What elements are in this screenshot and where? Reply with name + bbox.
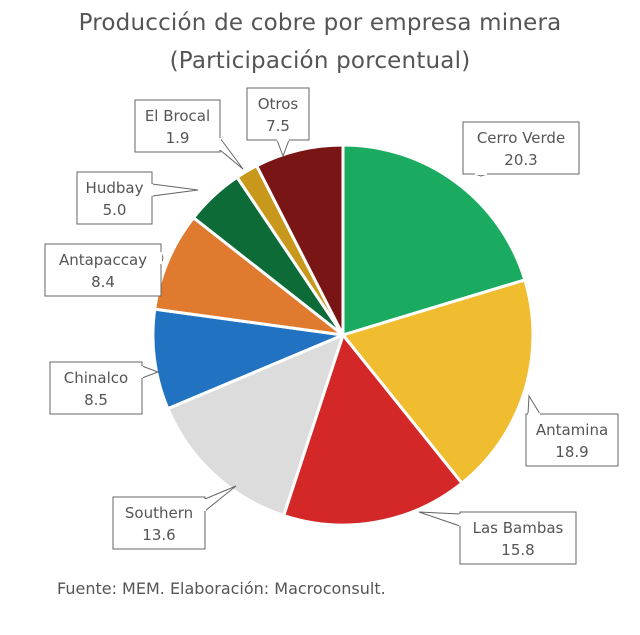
- callout-otros: Otros 7.5: [246, 87, 310, 158]
- callout-antapaccay: Antapaccay 8.4: [44, 243, 164, 297]
- pie-slice-cerro-verde: [341, 143, 527, 337]
- callout-hudbay: Hudbay 5.0: [76, 171, 199, 225]
- callout-pointer: [151, 183, 199, 197]
- slice-value-las-bambas: 15.8: [501, 541, 534, 559]
- callout-pointer: [219, 136, 244, 170]
- pie-slices: [151, 143, 535, 527]
- slice-label-hudbay: Hudbay: [86, 179, 144, 197]
- slice-value-cerro-verde: 20.3: [504, 151, 537, 169]
- pie-slice-otros: [255, 143, 345, 337]
- source-note: Fuente: MEM. Elaboración: Macroconsult.: [57, 579, 386, 598]
- slice-label-el-brocal: El Brocal: [145, 107, 210, 125]
- slice-label-antamina: Antamina: [536, 421, 608, 439]
- callout-box: [462, 121, 580, 175]
- slice-label-antapaccay: Antapaccay: [59, 251, 147, 269]
- slice-label-chinalco: Chinalco: [64, 369, 128, 387]
- slice-value-chinalco: 8.5: [84, 391, 108, 409]
- callout-el-brocal: El Brocal 1.9: [134, 99, 244, 170]
- slice-value-el-brocal: 1.9: [166, 129, 190, 147]
- pie-slice-southern: [166, 333, 345, 517]
- slice-value-otros: 7.5: [266, 117, 290, 135]
- slice-value-hudbay: 5.0: [103, 201, 127, 219]
- callout-box: [49, 361, 143, 415]
- pie-slice-antapaccay: [153, 216, 345, 337]
- callout-pointer: [418, 511, 461, 527]
- pie-slice-chinalco: [151, 307, 345, 411]
- callout-box: [134, 99, 221, 153]
- callout-southern: Southern 13.6: [112, 485, 237, 550]
- pie-slice-antamina: [341, 278, 535, 485]
- slice-value-antamina: 18.9: [555, 443, 588, 461]
- slice-value-antapaccay: 8.4: [91, 273, 115, 291]
- slice-label-cerro-verde: Cerro Verde: [477, 129, 565, 147]
- callout-box: [459, 511, 577, 565]
- chart-title: Producción de cobre por empresa minera: [78, 10, 562, 36]
- chart-subtitle: (Participación porcentual): [169, 48, 471, 74]
- callout-antamina: Antamina 18.9: [525, 394, 619, 467]
- slice-label-otros: Otros: [258, 95, 299, 113]
- slice-label-las-bambas: Las Bambas: [473, 519, 564, 537]
- callout-las-bambas: Las Bambas 15.8: [418, 511, 577, 565]
- callout-pointer: [527, 394, 541, 415]
- callout-box: [76, 171, 153, 225]
- callout-box: [246, 87, 310, 141]
- slice-value-southern: 13.6: [142, 526, 175, 544]
- callout-box: [112, 496, 206, 550]
- callout-box: [44, 243, 162, 297]
- slice-label-southern: Southern: [125, 504, 193, 522]
- callout-chinalco: Chinalco 8.5: [49, 361, 160, 415]
- callout-cerro-verde: Cerro Verde 20.3: [462, 121, 580, 177]
- callout-box: [525, 413, 619, 467]
- callout-pointer: [204, 485, 237, 513]
